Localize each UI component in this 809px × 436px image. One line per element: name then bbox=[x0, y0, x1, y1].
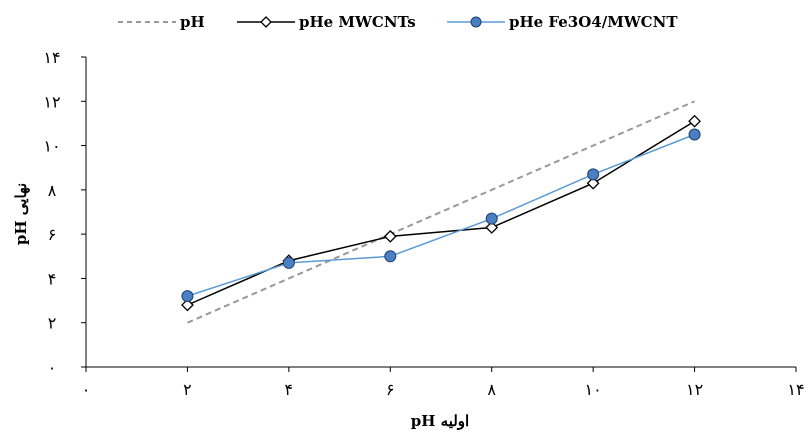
y-tick-label: ۰ bbox=[48, 358, 57, 377]
y-tick-label: ۴ bbox=[48, 269, 57, 288]
y-tick-label: ۶ bbox=[48, 225, 57, 244]
legend-label-fe3o4: pHe Fe3O4/MWCNT bbox=[509, 13, 678, 31]
point-marker-circle bbox=[181, 290, 194, 303]
x-tick-label: ۰ bbox=[82, 380, 91, 399]
legend-marker-mwcnts bbox=[260, 16, 272, 28]
y-axis-ticks: ۰ ۲ ۴ ۶ ۸ ۱۰ ۱۲ ۱۴ bbox=[43, 48, 86, 377]
x-axis-ticks: ۰ ۲ ۴ ۶ ۸ ۱۰ ۱۲ ۱۴ bbox=[82, 367, 805, 399]
x-tick-label: ۱۰ bbox=[585, 380, 602, 399]
point-marker-diamond bbox=[688, 114, 701, 128]
plot-series bbox=[181, 100, 701, 324]
point-marker-diamond bbox=[383, 229, 397, 243]
legend-label-mwcnts: pHe MWCNTs bbox=[299, 13, 416, 31]
x-axis-label: pH اولیه bbox=[411, 412, 469, 430]
point-marker-circle bbox=[485, 212, 498, 225]
x-tick-label: ۶ bbox=[386, 380, 395, 399]
point-marker-circle bbox=[587, 168, 600, 181]
series-line-1 bbox=[187, 120, 695, 306]
y-tick-label: ۱۴ bbox=[43, 48, 60, 67]
series-line-0 bbox=[187, 100, 695, 324]
x-tick-label: ۲ bbox=[183, 380, 192, 399]
legend-label-ph: pH bbox=[180, 13, 205, 31]
x-tick-label: ۱۲ bbox=[686, 380, 703, 399]
point-marker-circle bbox=[688, 128, 701, 141]
y-tick-label: ۲ bbox=[48, 314, 57, 333]
point-marker-diamond bbox=[485, 221, 499, 234]
point-marker-circle bbox=[282, 256, 295, 269]
point-marker-circle bbox=[384, 250, 397, 263]
legend-marker-fe3o4 bbox=[470, 16, 482, 28]
y-tick-label: ۱۰ bbox=[43, 137, 60, 156]
x-tick-label: ۴ bbox=[285, 380, 294, 399]
series-line-2 bbox=[187, 133, 695, 297]
x-tick-label: ۱۴ bbox=[787, 380, 804, 399]
point-marker-diamond bbox=[181, 298, 194, 312]
y-axis-label: pH نهایی bbox=[12, 183, 30, 245]
y-tick-label: ۱۲ bbox=[43, 92, 60, 111]
legend: pH pHe MWCNTs pHe Fe3O4/MWCNT bbox=[118, 13, 678, 31]
x-tick-label: ۸ bbox=[487, 380, 496, 399]
point-marker-diamond bbox=[586, 176, 600, 190]
y-tick-label: ۸ bbox=[48, 181, 57, 200]
